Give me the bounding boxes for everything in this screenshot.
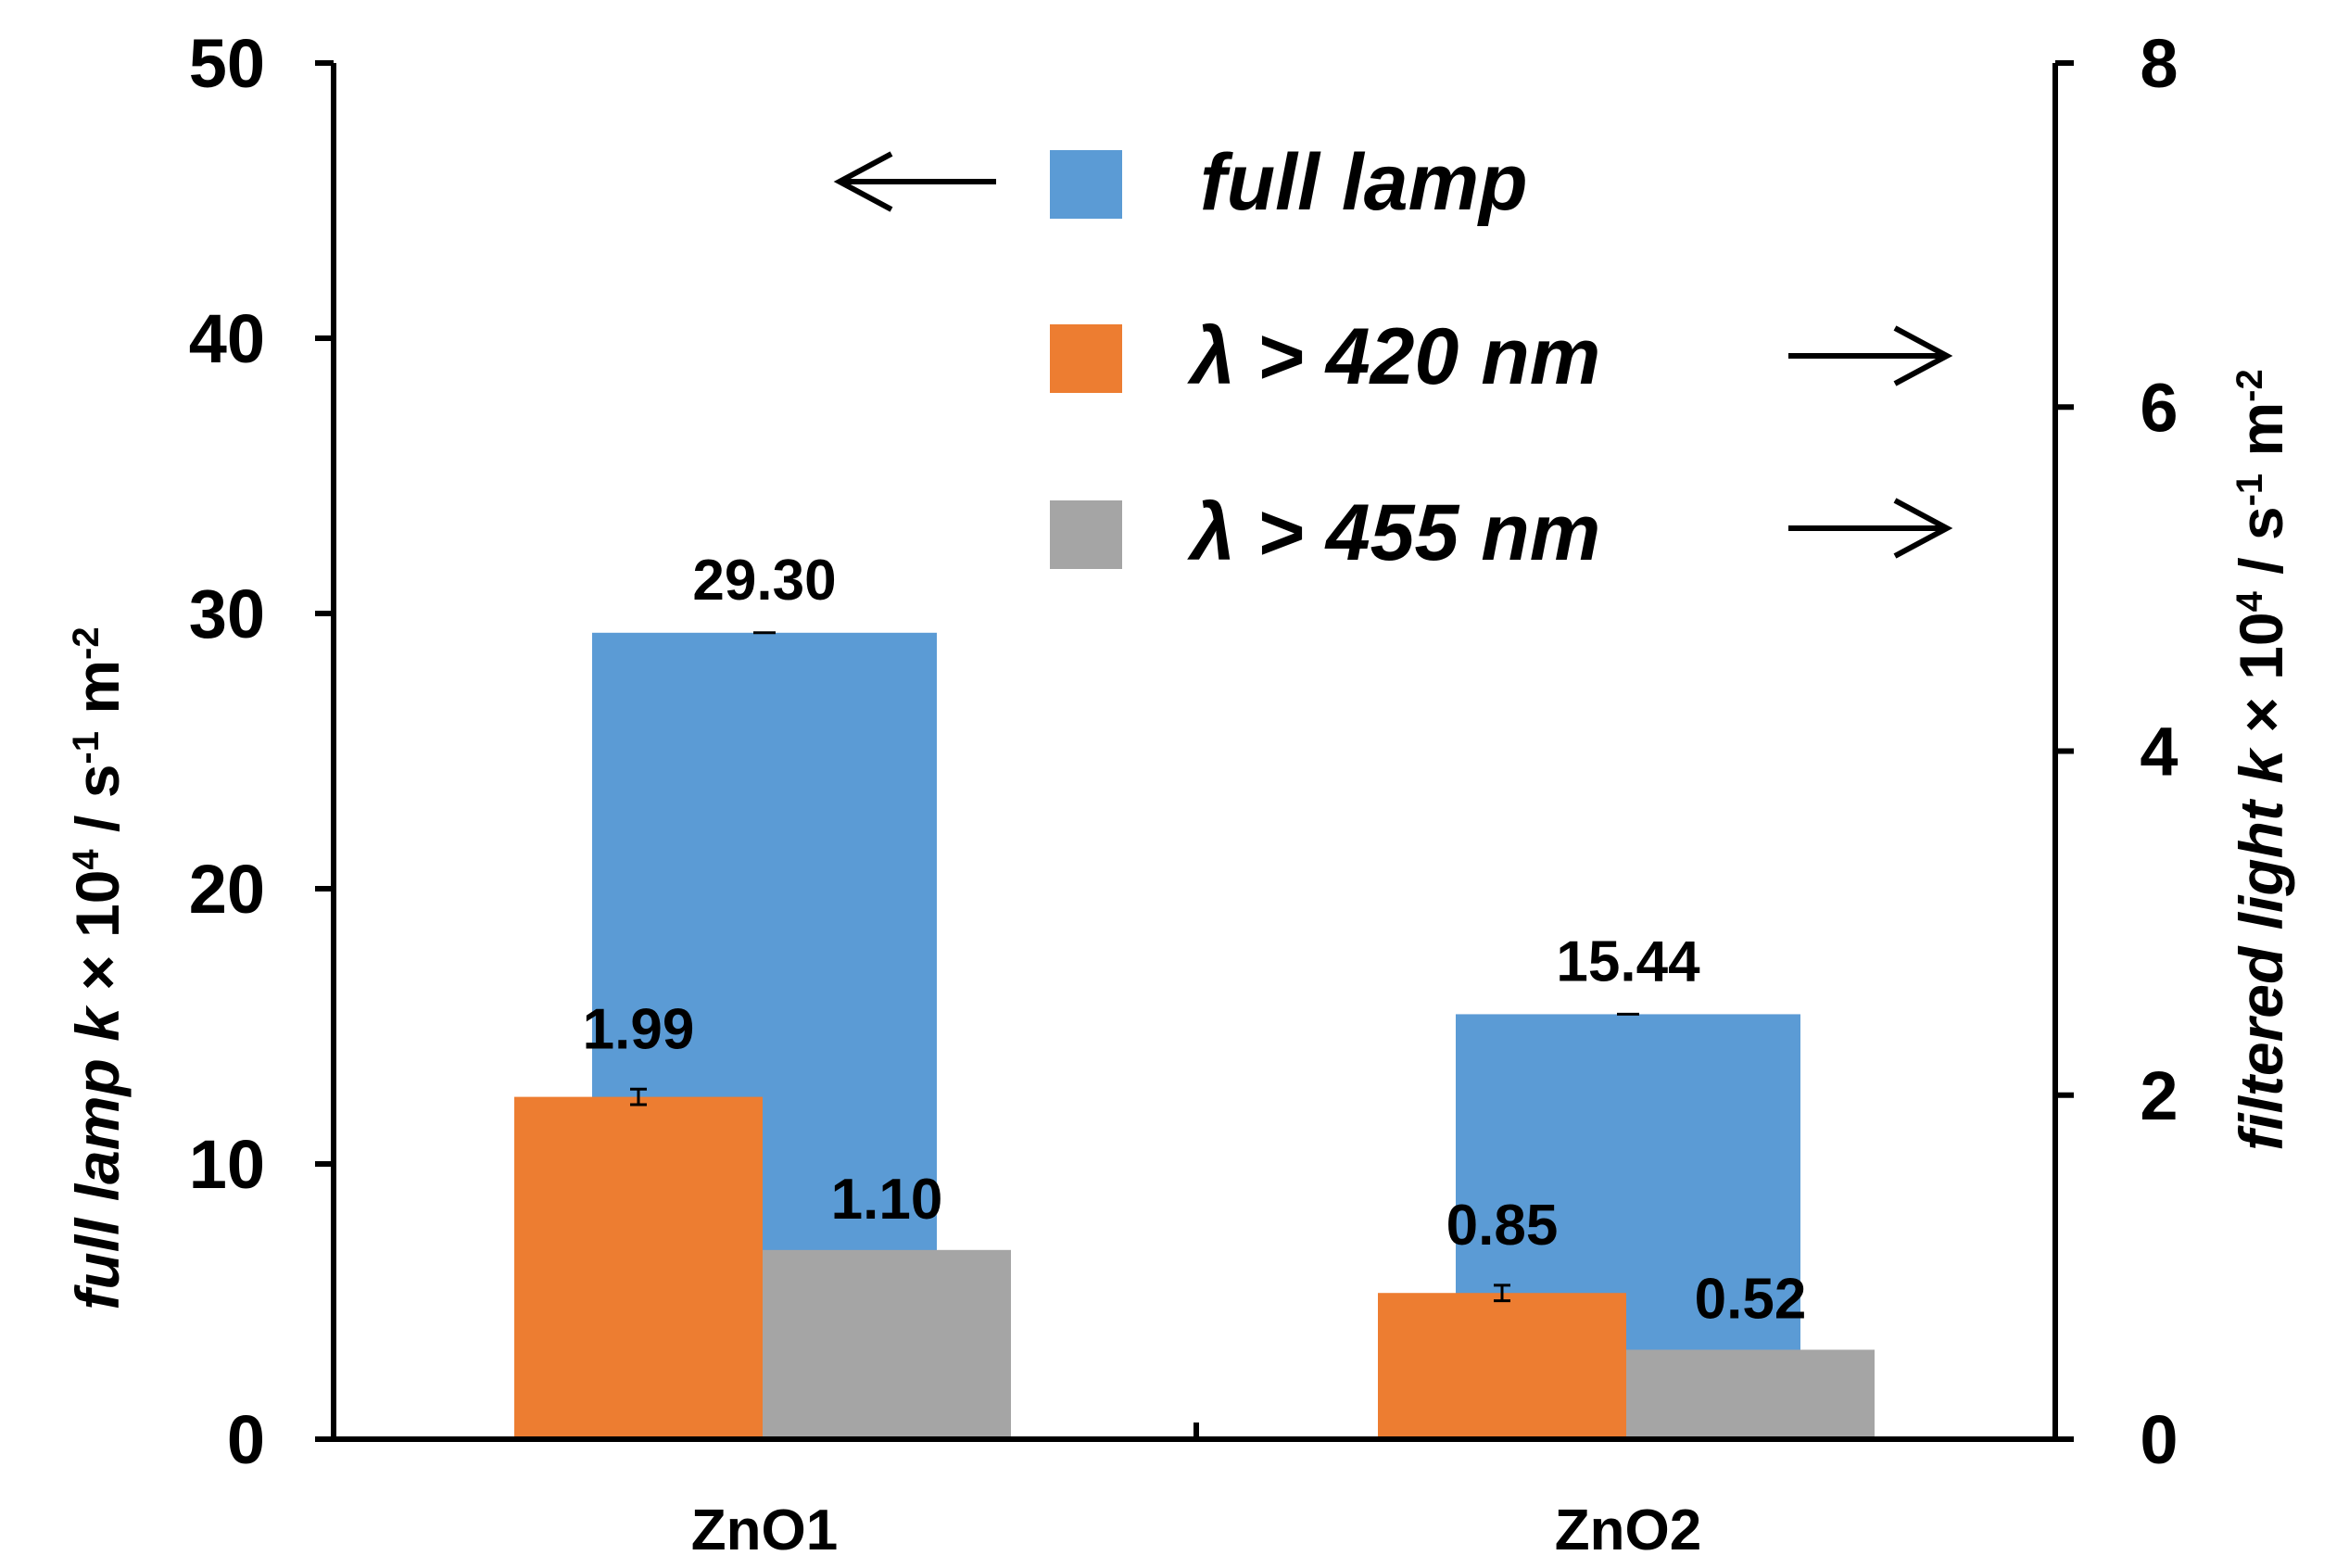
- legend-label-455nm: λ > 455 nm: [1187, 488, 1600, 577]
- x-tick-label-ZnO1: ZnO1: [691, 1498, 838, 1562]
- left-axis-tick-label: 20: [189, 851, 265, 928]
- left-axis-tick-label: 50: [189, 25, 265, 102]
- left-axis-title-italic: full lamp k: [63, 1005, 132, 1310]
- data-label-455nm-ZnO2: 0.52: [1695, 1267, 1807, 1331]
- left-axis-tick-label: 0: [227, 1401, 265, 1478]
- legend-label-420nm: λ > 420 nm: [1187, 312, 1600, 401]
- right-axis-tick-label: 2: [2140, 1057, 2178, 1134]
- right-axis-title: filtered light k × 104 / s-1 m-2: [2227, 369, 2295, 1151]
- left-axis-tick-label: 40: [189, 300, 265, 377]
- left-arrow-icon: [833, 151, 996, 212]
- right-axis-tick-label: 4: [2140, 714, 2178, 790]
- axes-group: ZnO1 ZnO2 0 10 20 30 40 50 0 2 4 6 8: [189, 25, 2179, 1562]
- x-tick-label-ZnO2: ZnO2: [1555, 1498, 1701, 1562]
- right-axis-tick-label: 8: [2140, 25, 2178, 102]
- left-axis-tick-label: 30: [189, 575, 265, 652]
- data-label-full-lamp-ZnO1: 29.30: [692, 549, 836, 613]
- legend-swatch-full-lamp: [1050, 150, 1122, 219]
- legend-label-full-lamp: full lamp: [1200, 138, 1528, 227]
- right-axis-tick-label: 0: [2140, 1401, 2178, 1478]
- data-label-455nm-ZnO1: 1.10: [831, 1168, 943, 1232]
- left-axis-title: full lamp k × 104 / s-1 m-2: [63, 626, 132, 1309]
- bar-420nm-ZnO1: [514, 1096, 763, 1439]
- legend-swatch-455nm: [1050, 500, 1122, 569]
- bars-group: 29.30 1.99 1.10 15.44 0.85 0.52: [514, 549, 1875, 1439]
- right-axis-tick-label: 6: [2140, 369, 2178, 446]
- right-arrow-icon: [1788, 325, 1953, 386]
- legend: full lamp λ > 420 nm λ > 455 nm: [833, 138, 1953, 577]
- left-axis-tick-label: 10: [189, 1126, 265, 1203]
- right-arrow-icon: [1788, 498, 1953, 559]
- bar-420nm-ZnO2: [1378, 1293, 1626, 1439]
- data-label-full-lamp-ZnO2: 15.44: [1556, 929, 1700, 993]
- bar-455nm-ZnO2: [1626, 1349, 1875, 1439]
- legend-swatch-420nm: [1050, 324, 1122, 393]
- data-label-420nm-ZnO1: 1.99: [583, 998, 695, 1062]
- data-label-420nm-ZnO2: 0.85: [1446, 1194, 1559, 1258]
- bar-455nm-ZnO1: [763, 1249, 1011, 1439]
